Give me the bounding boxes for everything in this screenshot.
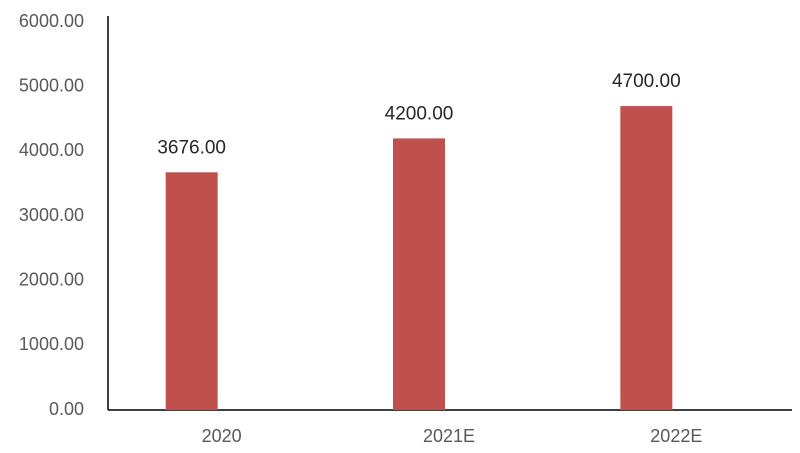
y-tick-label: 5000.00 bbox=[19, 75, 84, 95]
value-label: 3676.00 bbox=[157, 137, 226, 158]
x-tick-label: 2020 bbox=[202, 426, 242, 446]
y-tick-label: 6000.00 bbox=[19, 11, 84, 31]
x-tick-label: 2022E bbox=[650, 426, 702, 446]
bar bbox=[620, 106, 673, 411]
x-tick-label: 2021E bbox=[423, 426, 475, 446]
y-tick-label: 4000.00 bbox=[19, 140, 84, 160]
bar bbox=[165, 172, 218, 410]
y-tick-label: 2000.00 bbox=[19, 269, 84, 289]
y-tick-label: 1000.00 bbox=[19, 334, 84, 354]
bar bbox=[393, 138, 445, 410]
value-label: 4700.00 bbox=[612, 71, 681, 92]
y-tick-label: 3000.00 bbox=[19, 205, 84, 225]
y-tick-label: 0.00 bbox=[49, 399, 84, 419]
value-label: 4200.00 bbox=[385, 103, 454, 124]
